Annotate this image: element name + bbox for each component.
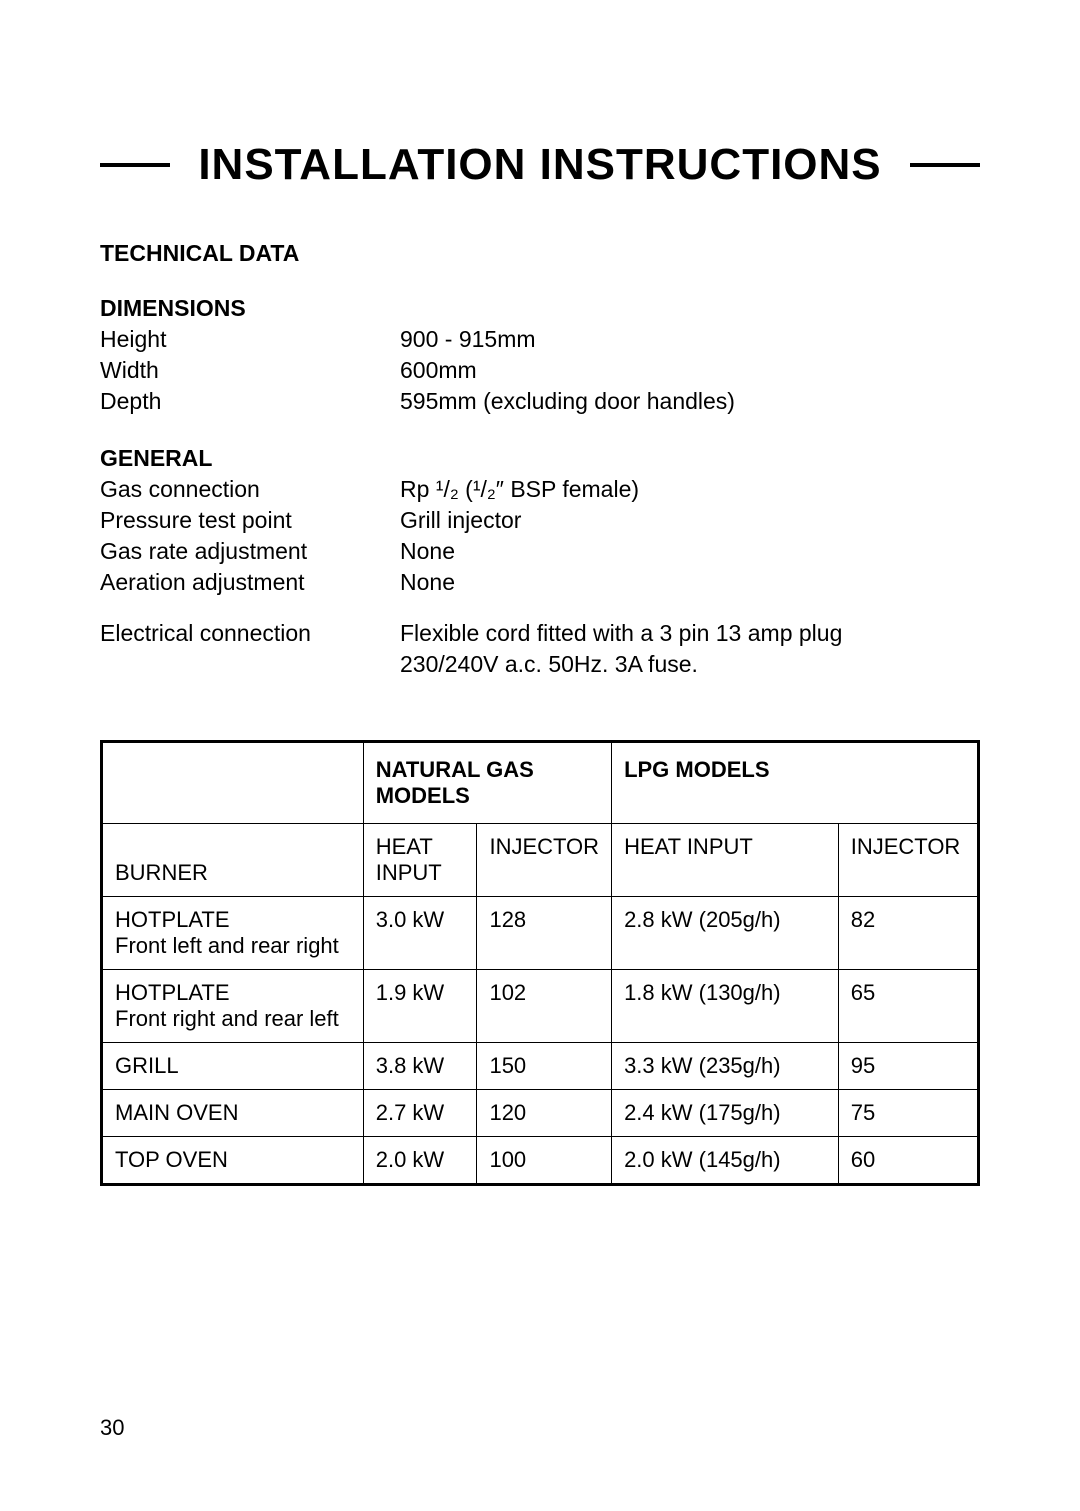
cell-burner: HOTPLATEFront left and rear right xyxy=(102,897,364,970)
table-row: HOTPLATEFront left and rear right3.0 kW1… xyxy=(102,897,979,970)
page: INSTALLATION INSTRUCTIONS TECHNICAL DATA… xyxy=(0,0,1080,1511)
cell-ng-injector: 128 xyxy=(477,897,612,970)
burner-name: HOTPLATE xyxy=(115,980,351,1006)
value-electrical-line1: Flexible cord fitted with a 3 pin 13 amp… xyxy=(400,620,842,646)
value-height: 900 - 915mm xyxy=(400,324,980,355)
value-gas-rate: None xyxy=(400,536,980,567)
group-head-ng: NATURAL GAS MODELS xyxy=(363,742,611,824)
table-row: GRILL 3.8 kW1503.3 kW (235g/h)95 xyxy=(102,1043,979,1090)
cell-lpg-injector: 82 xyxy=(838,897,978,970)
col-ng-heat: HEAT INPUT xyxy=(363,824,477,897)
label-electrical: Electrical connection xyxy=(100,618,400,680)
cell-lpg-heat: 3.3 kW (235g/h) xyxy=(612,1043,839,1090)
cell-ng-injector: 150 xyxy=(477,1043,612,1090)
cell-burner: MAIN OVEN xyxy=(102,1090,364,1137)
table-group-header: NATURAL GAS MODELS LPG MODELS xyxy=(102,742,979,824)
group-head-lpg: LPG MODELS xyxy=(612,742,979,824)
row-width: Width 600mm xyxy=(100,355,980,386)
page-title: INSTALLATION INSTRUCTIONS xyxy=(198,140,881,190)
cell-lpg-injector: 95 xyxy=(838,1043,978,1090)
burner-name: TOP OVEN xyxy=(115,1147,351,1173)
table-row: MAIN OVEN 2.7 kW1202.4 kW (175g/h)75 xyxy=(102,1090,979,1137)
row-pressure-test: Pressure test point Grill injector xyxy=(100,505,980,536)
row-gas-rate: Gas rate adjustment None xyxy=(100,536,980,567)
burner-subtitle: Front left and rear right xyxy=(115,933,351,959)
title-rule-right xyxy=(910,163,980,167)
page-number: 30 xyxy=(100,1415,124,1441)
burner-subtitle: Front right and rear left xyxy=(115,1006,351,1032)
cell-burner: HOTPLATEFront right and rear left xyxy=(102,970,364,1043)
cell-ng-injector: 100 xyxy=(477,1137,612,1185)
general-heading: GENERAL xyxy=(100,445,980,472)
cell-burner: GRILL xyxy=(102,1043,364,1090)
cell-lpg-heat: 1.8 kW (130g/h) xyxy=(612,970,839,1043)
value-width: 600mm xyxy=(400,355,980,386)
cell-burner: TOP OVEN xyxy=(102,1137,364,1185)
cell-lpg-heat: 2.8 kW (205g/h) xyxy=(612,897,839,970)
cell-lpg-injector: 75 xyxy=(838,1090,978,1137)
label-gas-connection: Gas connection xyxy=(100,474,400,505)
dimensions-list: Height 900 - 915mm Width 600mm Depth 595… xyxy=(100,324,980,417)
burner-name: HOTPLATE xyxy=(115,907,351,933)
page-title-row: INSTALLATION INSTRUCTIONS xyxy=(100,140,980,190)
row-height: Height 900 - 915mm xyxy=(100,324,980,355)
value-gas-connection: Rp ¹/₂ (¹/₂″ BSP female) xyxy=(400,474,980,505)
cell-lpg-heat: 2.4 kW (175g/h) xyxy=(612,1090,839,1137)
row-gas-connection: Gas connection Rp ¹/₂ (¹/₂″ BSP female) xyxy=(100,474,980,505)
cell-ng-heat: 1.9 kW xyxy=(363,970,477,1043)
title-rule-left xyxy=(100,163,170,167)
cell-ng-injector: 120 xyxy=(477,1090,612,1137)
value-pressure-test: Grill injector xyxy=(400,505,980,536)
row-aeration: Aeration adjustment None xyxy=(100,567,980,598)
group-head-blank xyxy=(102,742,364,824)
row-depth: Depth 595mm (excluding door handles) xyxy=(100,386,980,417)
cell-lpg-heat: 2.0 kW (145g/h) xyxy=(612,1137,839,1185)
burner-name: GRILL xyxy=(115,1053,351,1079)
spec-table: NATURAL GAS MODELS LPG MODELS BURNER HEA… xyxy=(100,740,980,1186)
label-aeration: Aeration adjustment xyxy=(100,567,400,598)
cell-lpg-injector: 60 xyxy=(838,1137,978,1185)
cell-ng-heat: 2.0 kW xyxy=(363,1137,477,1185)
cell-ng-heat: 2.7 kW xyxy=(363,1090,477,1137)
general-list: Gas connection Rp ¹/₂ (¹/₂″ BSP female) … xyxy=(100,474,980,680)
label-gas-rate: Gas rate adjustment xyxy=(100,536,400,567)
row-electrical: Electrical connection Flexible cord fitt… xyxy=(100,618,980,680)
label-height: Height xyxy=(100,324,400,355)
value-depth: 595mm (excluding door handles) xyxy=(400,386,980,417)
technical-data-heading: TECHNICAL DATA xyxy=(100,240,980,267)
cell-ng-injector: 102 xyxy=(477,970,612,1043)
col-lpg-heat: HEAT INPUT xyxy=(612,824,839,897)
cell-lpg-injector: 65 xyxy=(838,970,978,1043)
col-ng-injector: INJECTOR xyxy=(477,824,612,897)
label-depth: Depth xyxy=(100,386,400,417)
col-lpg-injector: INJECTOR xyxy=(838,824,978,897)
value-electrical-line2: 230/240V a.c. 50Hz. 3A fuse. xyxy=(400,651,698,677)
value-aeration: None xyxy=(400,567,980,598)
table-sub-header: BURNER HEAT INPUT INJECTOR HEAT INPUT IN… xyxy=(102,824,979,897)
dimensions-heading: DIMENSIONS xyxy=(100,295,980,322)
cell-ng-heat: 3.8 kW xyxy=(363,1043,477,1090)
label-width: Width xyxy=(100,355,400,386)
value-electrical: Flexible cord fitted with a 3 pin 13 amp… xyxy=(400,618,980,680)
label-pressure-test: Pressure test point xyxy=(100,505,400,536)
burner-name: MAIN OVEN xyxy=(115,1100,351,1126)
cell-ng-heat: 3.0 kW xyxy=(363,897,477,970)
table-row: HOTPLATEFront right and rear left1.9 kW1… xyxy=(102,970,979,1043)
table-row: TOP OVEN 2.0 kW1002.0 kW (145g/h)60 xyxy=(102,1137,979,1185)
col-burner: BURNER xyxy=(102,824,364,897)
